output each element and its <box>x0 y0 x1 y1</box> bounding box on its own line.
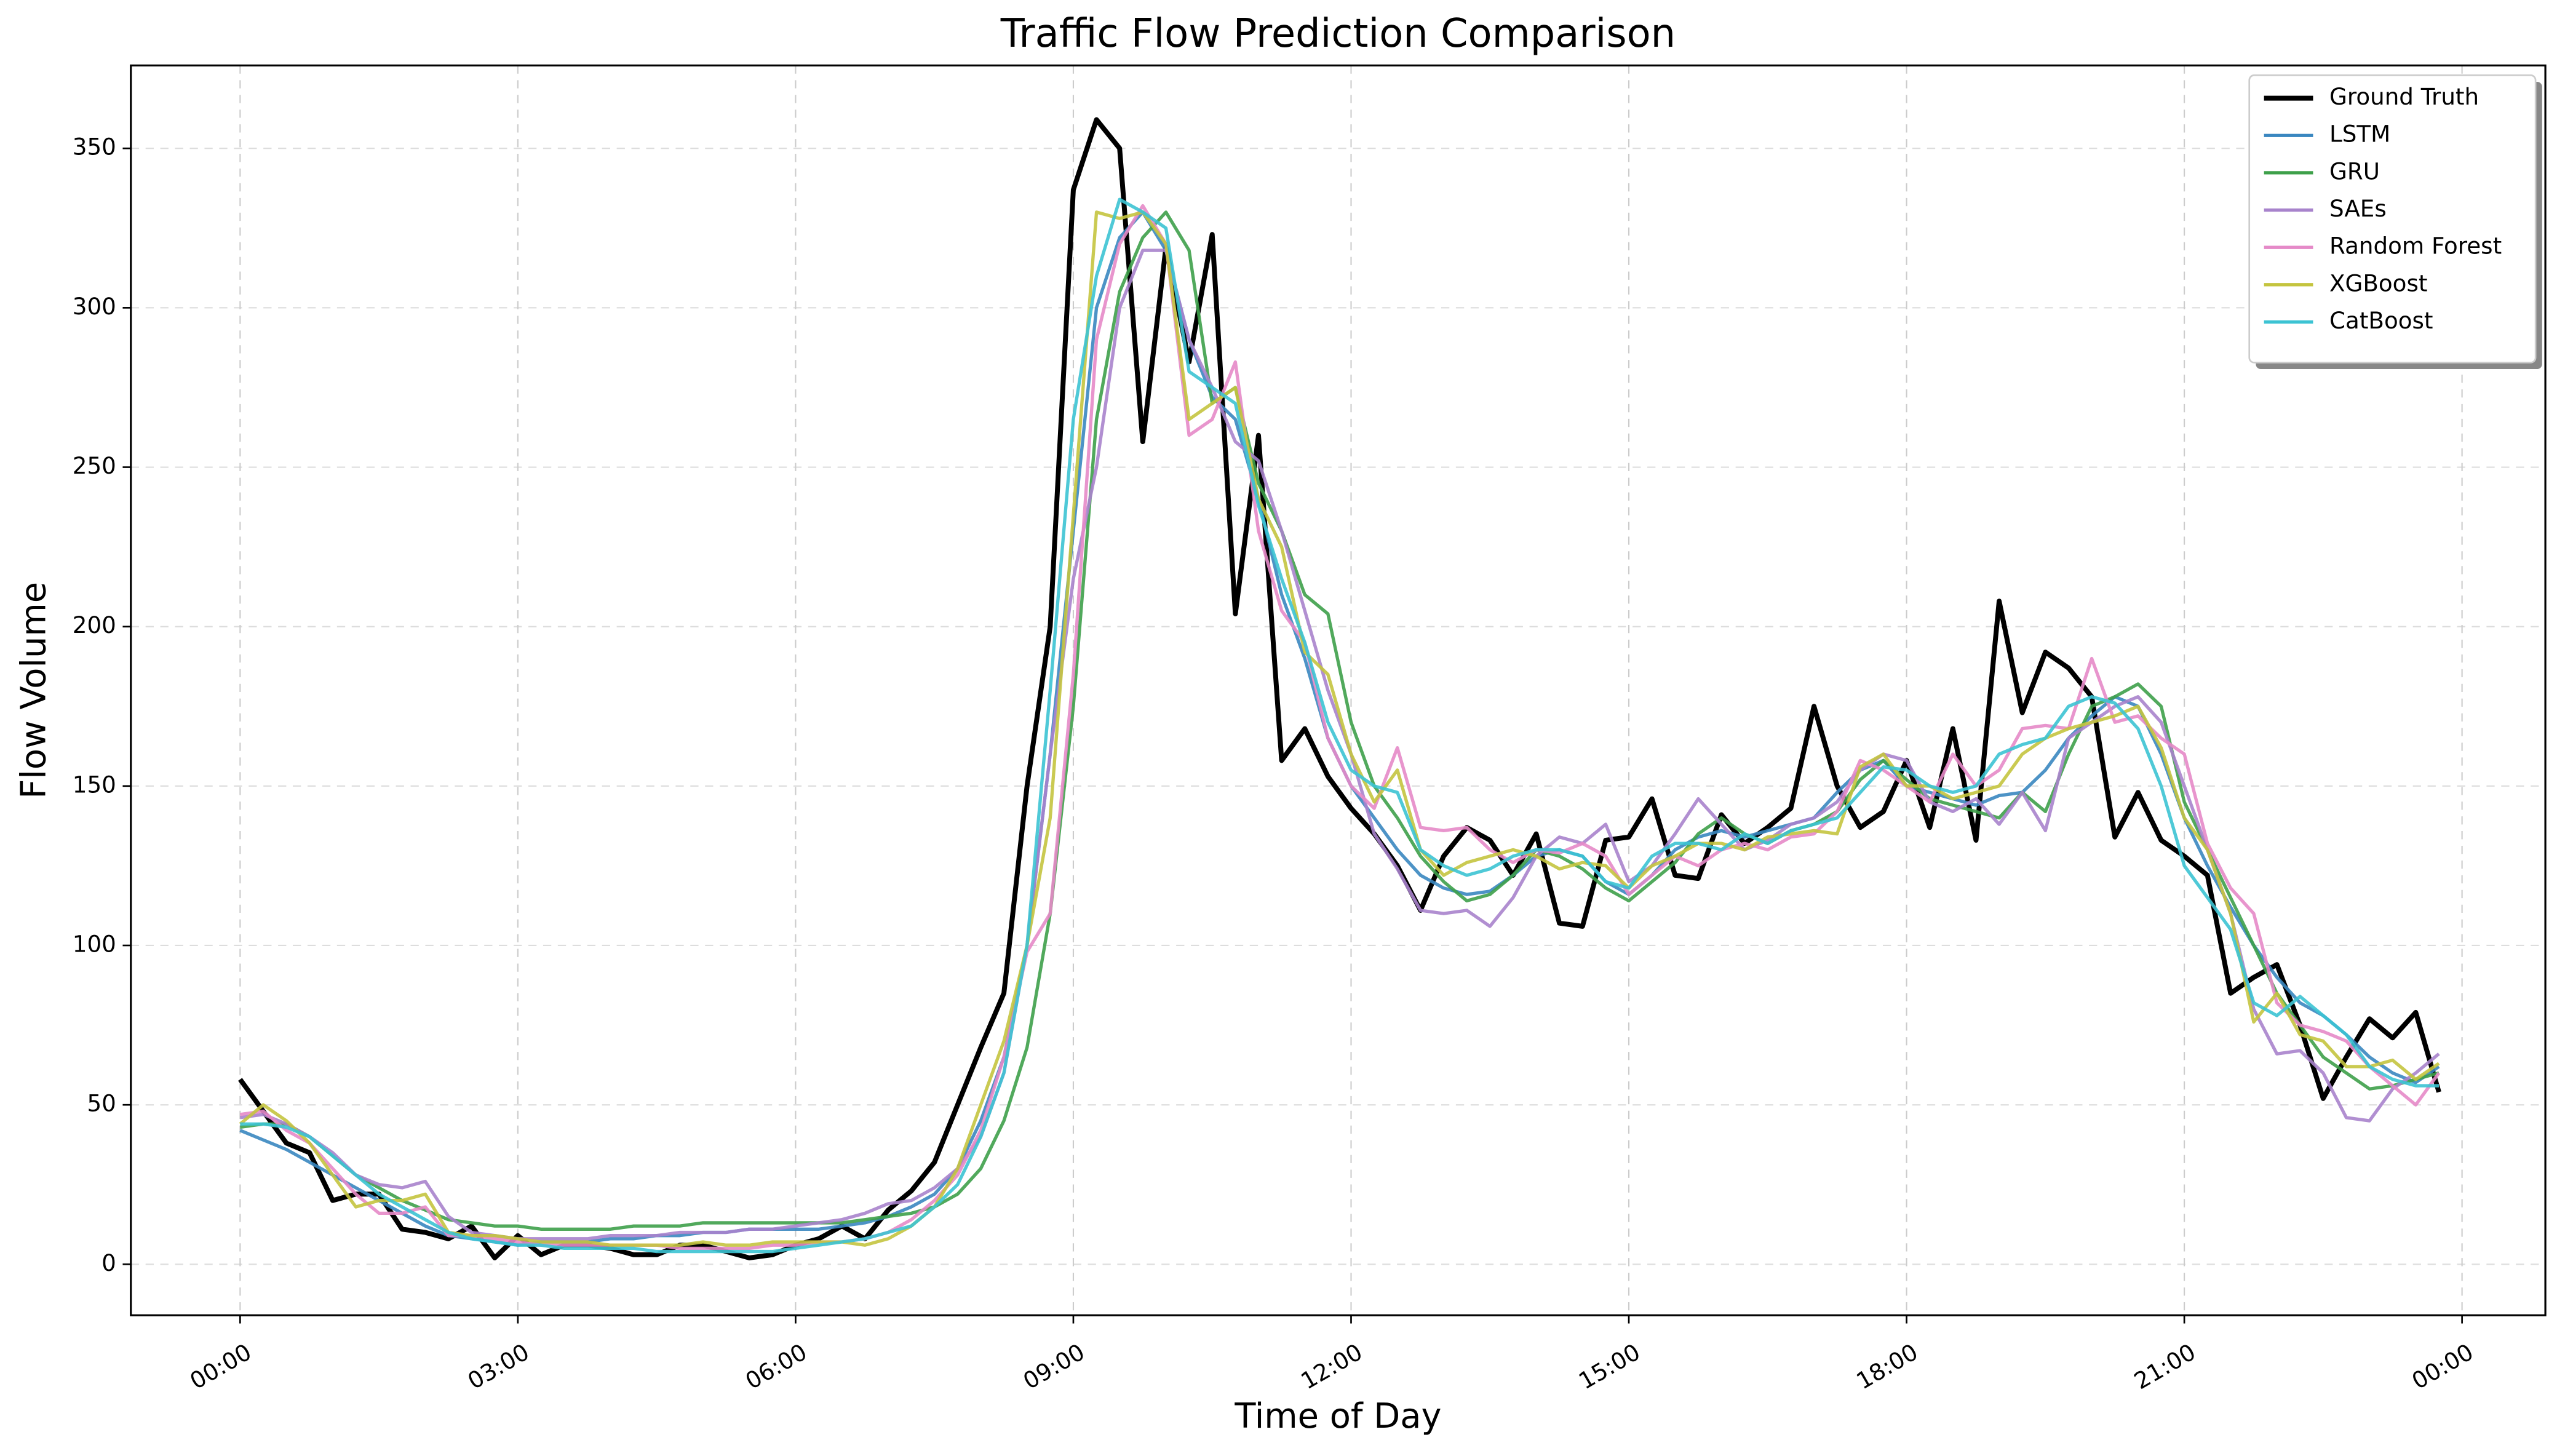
y-tick-label: 0 <box>101 1249 116 1276</box>
y-tick-label: 350 <box>73 133 116 161</box>
series-line <box>239 210 2440 1231</box>
series-line <box>240 197 2440 1254</box>
y-tick-label: 150 <box>73 771 116 798</box>
legend-label: Ground Truth <box>2329 83 2479 110</box>
y-axis-label: Flow Volume <box>14 582 54 799</box>
legend-label: LSTM <box>2329 121 2390 148</box>
legend-box <box>2248 74 2537 364</box>
legend-label: XGBoost <box>2329 269 2427 296</box>
legend-label: SAEs <box>2329 195 2387 222</box>
y-tick-label: 300 <box>73 293 116 320</box>
series-line <box>239 249 2440 1241</box>
x-axis-label: Time of Day <box>1234 1396 1441 1436</box>
legend-label: Random Forest <box>2329 233 2502 260</box>
legend-label: GRU <box>2329 157 2380 185</box>
y-tick-label: 200 <box>73 611 116 638</box>
y-tick-label: 50 <box>87 1090 116 1117</box>
plot-frame <box>130 64 2547 1316</box>
chart-title: Traffic Flow Prediction Comparison <box>1000 11 1676 57</box>
y-tick-label: 250 <box>73 452 116 479</box>
legend-label: CatBoost <box>2329 307 2433 334</box>
legend: Ground Truth LSTM GRU SAEs Random Forest XGBo… <box>2248 74 2542 370</box>
y-tick-label: 100 <box>73 930 116 957</box>
series-line <box>239 210 2440 1247</box>
